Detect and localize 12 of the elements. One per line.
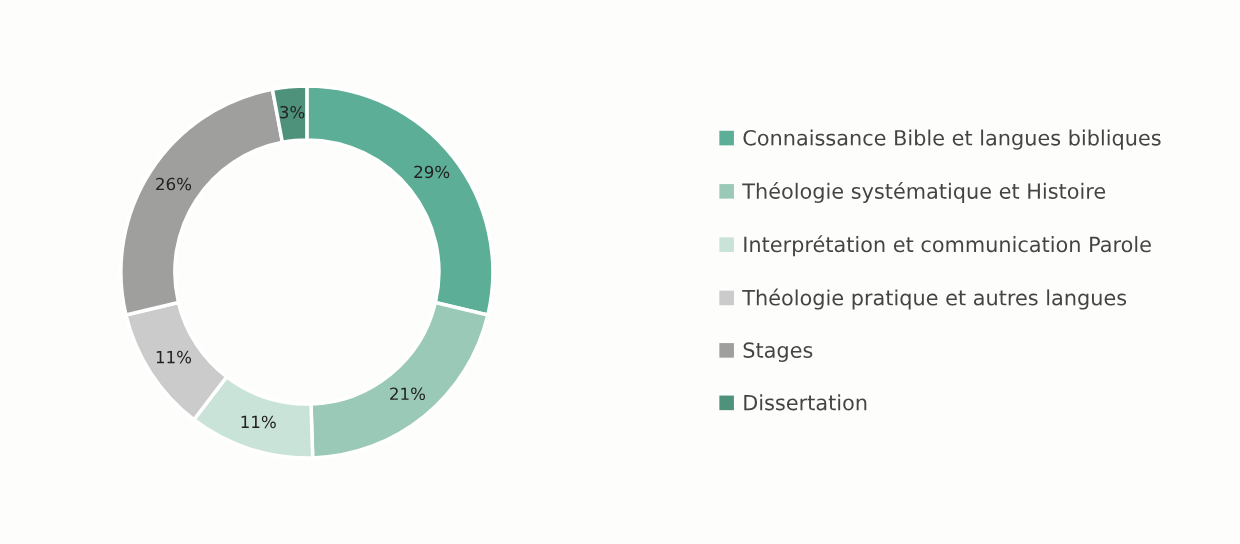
data-label: 29% bbox=[414, 165, 450, 179]
data-label: 21% bbox=[390, 387, 426, 401]
legend-label: Dissertation bbox=[744, 394, 867, 411]
legend-label: Stages bbox=[743, 342, 813, 363]
data-label: 26% bbox=[156, 177, 192, 191]
legend-label: Connaissance Bible et langues bibliques bbox=[743, 129, 1161, 150]
legend-label: Interprétation et communication Parole bbox=[744, 235, 1151, 257]
data-label: 11% bbox=[241, 415, 276, 429]
data-label: 11% bbox=[156, 350, 192, 364]
legend-label: Théologie pratique et autres langues bbox=[742, 288, 1127, 310]
legend-label: Théologie systématique et Histoire bbox=[742, 181, 1106, 203]
data-label: 3% bbox=[280, 105, 305, 119]
